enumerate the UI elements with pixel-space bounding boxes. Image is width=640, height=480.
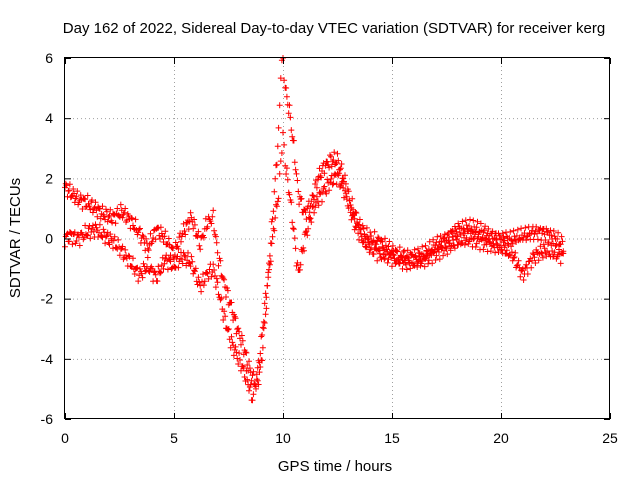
- plot-frame: [64, 57, 610, 419]
- axis-ticks: 0 5 10 15 20 25 -6 -4 -2 0 2 4 6: [41, 50, 618, 446]
- y-tick-label: 4: [45, 110, 53, 126]
- x-tick-label: 5: [170, 430, 178, 446]
- y-tick-label: 6: [45, 50, 53, 66]
- x-tick-label: 25: [602, 430, 618, 446]
- x-tick-label: 15: [384, 430, 400, 446]
- x-tick-label: 20: [493, 430, 509, 446]
- y-tick-label: -6: [41, 411, 54, 427]
- grid-lines: [65, 58, 610, 419]
- chart-title: Day 162 of 2022, Sidereal Day-to-day VTE…: [63, 20, 605, 37]
- x-tick-label: 10: [275, 430, 291, 446]
- y-axis-label: SDTVAR / TECUs: [7, 178, 24, 298]
- x-axis-label: GPS time / hours: [278, 458, 392, 475]
- x-tick-label: 0: [61, 430, 69, 446]
- y-tick-label: -4: [41, 351, 54, 367]
- y-tick-label: 2: [45, 170, 53, 186]
- y-tick-label: -2: [41, 291, 54, 307]
- y-tick-label: 0: [45, 231, 53, 247]
